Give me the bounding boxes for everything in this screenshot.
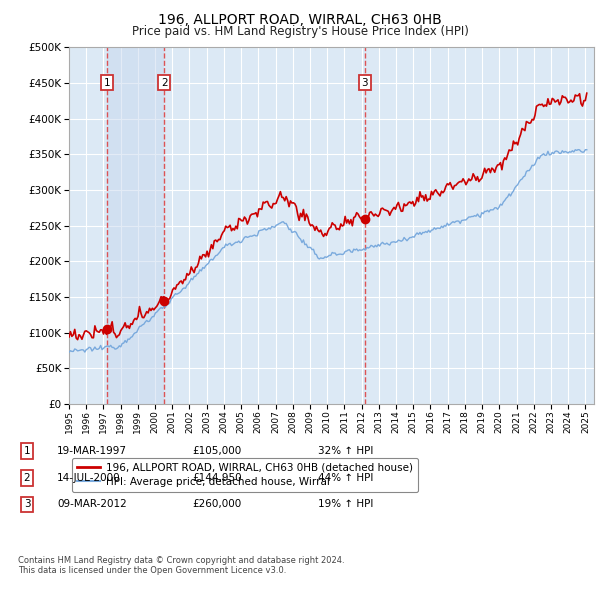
Text: 3: 3: [23, 500, 31, 509]
Text: 3: 3: [362, 78, 368, 88]
Bar: [107, 47, 164, 404]
Text: £105,000: £105,000: [192, 447, 241, 456]
Text: 19% ↑ HPI: 19% ↑ HPI: [318, 500, 373, 509]
Text: 2: 2: [161, 78, 167, 88]
Text: £144,950: £144,950: [192, 473, 242, 483]
Text: 1: 1: [23, 447, 31, 456]
Text: 2: 2: [23, 473, 31, 483]
Text: 44% ↑ HPI: 44% ↑ HPI: [318, 473, 373, 483]
Text: Contains HM Land Registry data © Crown copyright and database right 2024.
This d: Contains HM Land Registry data © Crown c…: [18, 556, 344, 575]
Text: 14-JUL-2000: 14-JUL-2000: [57, 473, 121, 483]
Legend: 196, ALLPORT ROAD, WIRRAL, CH63 0HB (detached house), HPI: Average price, detach: 196, ALLPORT ROAD, WIRRAL, CH63 0HB (det…: [71, 458, 418, 492]
Text: £260,000: £260,000: [192, 500, 241, 509]
Text: Price paid vs. HM Land Registry's House Price Index (HPI): Price paid vs. HM Land Registry's House …: [131, 25, 469, 38]
Text: 32% ↑ HPI: 32% ↑ HPI: [318, 447, 373, 456]
Text: 196, ALLPORT ROAD, WIRRAL, CH63 0HB: 196, ALLPORT ROAD, WIRRAL, CH63 0HB: [158, 13, 442, 27]
Text: 19-MAR-1997: 19-MAR-1997: [57, 447, 127, 456]
Text: 1: 1: [104, 78, 110, 88]
Text: 09-MAR-2012: 09-MAR-2012: [57, 500, 127, 509]
